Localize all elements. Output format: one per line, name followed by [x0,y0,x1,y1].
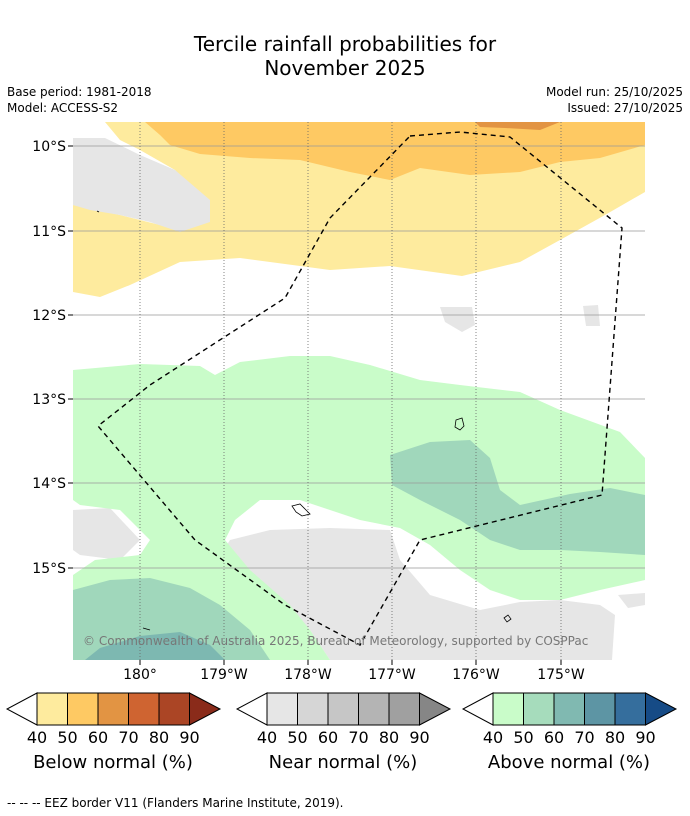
colorbar-below-swatch [128,692,160,726]
islands [96,210,512,631]
colorbar-tick: 50 [57,728,77,747]
colorbar-above-swatch [584,692,616,726]
island-central [291,503,311,517]
colorbar-tick: 70 [118,728,138,747]
colorbar-near-swatch [327,692,359,726]
graticule [73,145,645,569]
colorbar-below-swatch [158,692,190,726]
lon-label: 178°W [284,667,332,683]
below-normal-60-region [475,122,560,130]
lat-label: 10°S [32,139,66,155]
lat-label: 13°S [32,392,66,408]
colorbar-above-high-arrow [645,692,678,726]
colorbar-near-low-arrow [235,692,268,726]
colorbar-tick: 60 [544,728,564,747]
near-normal-region-east [583,305,600,326]
colorbar-above-swatch [523,692,555,726]
island-southwest [142,627,151,631]
colorbar-below-swatch [97,692,129,726]
colorbar-above-swatch [614,692,646,726]
colorbar-near-swatch [358,692,390,726]
near-normal-region-south [225,528,615,660]
island-southeast [503,614,512,623]
colorbar-tick: 80 [379,728,399,747]
above-normal-60-region [85,632,225,660]
colorbar-below-swatch [67,692,99,726]
colorbar-above-swatch [553,692,585,726]
colorbar-tick: 40 [257,728,277,747]
lon-label: 179°W [200,667,248,683]
lon-labels: 180° 179°W 178°W 177°W 176°W 175°W [123,667,585,683]
colorbar-label-near: Near normal (%) [268,752,418,773]
island-north [454,417,465,431]
near-normal-region-southeast [618,593,645,608]
colorbar-tick: 70 [348,728,368,747]
near-normal-region-northwest [73,138,210,232]
colorbar-above-normal [461,692,678,726]
colorbar-label-above: Above normal (%) [487,752,651,773]
colorbar-near-normal [235,692,452,726]
colorbar-tick: 50 [287,728,307,747]
colorbar-tick: 70 [574,728,594,747]
colorbar-tick: 60 [318,728,338,747]
colorbar-tick: 60 [88,728,108,747]
lon-label: 177°W [368,667,416,683]
colorbar-below-high-arrow [189,692,222,726]
lat-label: 14°S [32,476,66,492]
colorbar-tick: 80 [149,728,169,747]
colorbar-tick-labels: 40 50 60 70 80 90 40 50 60 70 80 90 40 5… [27,728,656,747]
model-run-date: Model run: 25/10/2025 [545,85,683,99]
colorbar-below-low-arrow [5,692,38,726]
lat-label: 11°S [32,224,66,240]
colorbar-near-swatch [297,692,329,726]
lon-label: 180° [123,667,157,683]
colorbar-below-normal [5,692,222,726]
colorbar-tick: 90 [179,728,199,747]
island-northwest [96,210,100,213]
colorbar-tick: 40 [27,728,47,747]
axis-ticks [68,145,562,665]
colorbar-label-below: Below normal (%) [33,752,193,773]
colorbar-near-swatch [388,692,420,726]
colorbar-tick: 50 [513,728,533,747]
issued-date: Issued: 27/10/2025 [567,101,683,115]
above-normal-50-region-east [390,440,645,555]
eez-legend-footer: -- -- -- EEZ border V11 (Flanders Marine… [7,796,344,810]
chart-title-line2: November 2025 [264,56,426,80]
above-normal-50-region-southwest [73,578,270,660]
map-plot-area [73,122,645,660]
colorbar-tick: 90 [409,728,429,747]
chart-title-line1: Tercile rainfall probabilities for [193,32,497,56]
near-normal-region-west [73,508,140,560]
lon-label: 175°W [537,667,585,683]
colorbar-above-low-arrow [461,692,494,726]
base-period: Base period: 1981-2018 [7,85,152,99]
colorbar-near-swatch [266,692,298,726]
colorbar-above-swatch [492,692,524,726]
copyright-notice: © Commonwealth of Australia 2025, Bureau… [83,634,588,648]
model-name: Model: ACCESS-S2 [7,101,119,115]
lat-label: 12°S [32,308,66,324]
above-normal-40-region [73,356,645,660]
lon-label: 176°W [452,667,500,683]
colorbar-tick: 40 [483,728,503,747]
lat-labels: 10°S 11°S 12°S 13°S 14°S 15°S [32,139,66,577]
lat-label: 15°S [32,561,66,577]
colorbar-tick: 90 [635,728,655,747]
colorbar-below-swatch [36,692,68,726]
colorbar-near-high-arrow [419,692,452,726]
colorbar-tick: 80 [605,728,625,747]
near-normal-region-center [440,307,475,332]
